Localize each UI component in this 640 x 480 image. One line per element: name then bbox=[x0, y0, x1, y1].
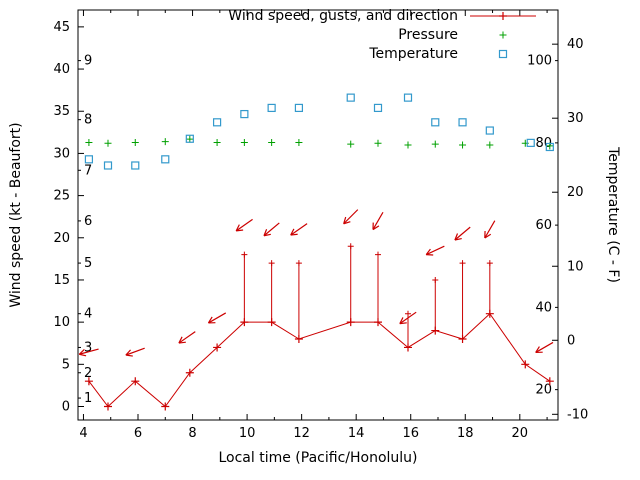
svg-text:40: 40 bbox=[567, 37, 584, 52]
svg-text:8: 8 bbox=[188, 426, 196, 441]
svg-text:2: 2 bbox=[84, 366, 92, 381]
svg-text:20: 20 bbox=[535, 383, 552, 398]
svg-text:16: 16 bbox=[402, 426, 419, 441]
legend: Wind speed, gusts, and direction Pressur… bbox=[228, 6, 538, 63]
svg-text:3: 3 bbox=[84, 340, 92, 355]
svg-text:4: 4 bbox=[79, 426, 87, 441]
svg-text:7: 7 bbox=[84, 163, 92, 178]
svg-text:100: 100 bbox=[527, 54, 552, 69]
svg-text:4: 4 bbox=[84, 307, 92, 322]
legend-label-wind: Wind speed, gusts, and direction bbox=[228, 7, 458, 24]
svg-text:0: 0 bbox=[62, 400, 70, 415]
svg-text:6: 6 bbox=[134, 426, 142, 441]
svg-text:40: 40 bbox=[535, 300, 552, 315]
svg-text:14: 14 bbox=[348, 426, 365, 441]
svg-text:30: 30 bbox=[567, 111, 584, 126]
legend-sample-wind bbox=[468, 9, 538, 23]
svg-text:12: 12 bbox=[293, 426, 310, 441]
svg-text:30: 30 bbox=[53, 146, 70, 161]
legend-item-wind: Wind speed, gusts, and direction bbox=[228, 6, 538, 25]
y-left-axis-title: Wind speed (kt - Beaufort) bbox=[8, 122, 24, 308]
svg-text:9: 9 bbox=[84, 54, 92, 69]
svg-text:45: 45 bbox=[53, 20, 70, 35]
svg-text:80: 80 bbox=[535, 136, 552, 151]
legend-label-pressure: Pressure bbox=[398, 26, 458, 43]
x-axis-title: Local time (Pacific/Honolulu) bbox=[218, 450, 418, 466]
svg-text:60: 60 bbox=[535, 218, 552, 233]
legend-label-temperature: Temperature bbox=[369, 45, 458, 62]
svg-text:18: 18 bbox=[457, 426, 474, 441]
legend-item-temperature: Temperature bbox=[228, 44, 538, 63]
svg-text:15: 15 bbox=[53, 273, 70, 288]
svg-text:5: 5 bbox=[84, 256, 92, 271]
svg-text:20: 20 bbox=[567, 185, 584, 200]
svg-text:40: 40 bbox=[53, 62, 70, 77]
svg-text:10: 10 bbox=[239, 426, 256, 441]
svg-text:20: 20 bbox=[512, 426, 529, 441]
svg-text:10: 10 bbox=[53, 315, 70, 330]
svg-text:20: 20 bbox=[53, 231, 70, 246]
svg-text:-10: -10 bbox=[567, 407, 588, 422]
svg-text:0: 0 bbox=[567, 333, 575, 348]
legend-item-pressure: Pressure bbox=[228, 25, 538, 44]
svg-text:25: 25 bbox=[53, 189, 70, 204]
y-right-axis-title: Temperature (C - F) bbox=[605, 147, 621, 283]
svg-text:1: 1 bbox=[84, 391, 92, 406]
svg-text:35: 35 bbox=[53, 104, 70, 119]
svg-text:5: 5 bbox=[62, 357, 70, 372]
svg-text:8: 8 bbox=[84, 113, 92, 128]
legend-sample-pressure bbox=[468, 28, 538, 42]
legend-sample-temperature bbox=[468, 47, 538, 61]
svg-text:6: 6 bbox=[84, 214, 92, 229]
svg-text:10: 10 bbox=[567, 259, 584, 274]
